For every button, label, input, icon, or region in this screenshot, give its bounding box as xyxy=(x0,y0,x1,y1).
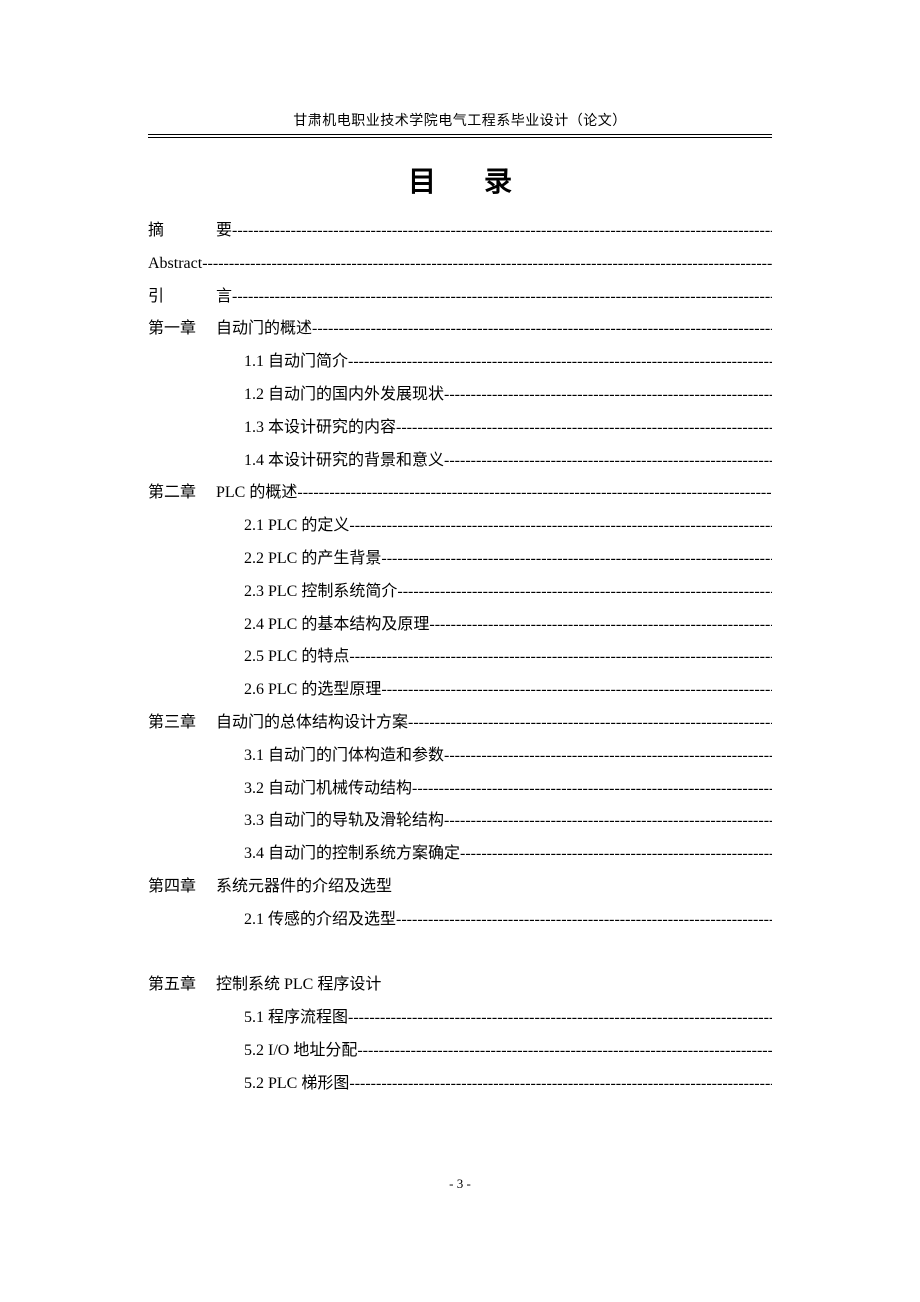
toc-leader: ----------------------------------------… xyxy=(444,379,772,412)
toc-row: 第四章 系统元器件的介绍及选型 xyxy=(148,871,772,904)
toc-leader: ----------------------------------------… xyxy=(297,477,772,510)
toc-list: 摘要--------------------------------------… xyxy=(148,215,772,1101)
toc-leader: ----------------------------------------… xyxy=(408,707,772,740)
toc-row: 3.4 自动门的控制系统方案确定------------------------… xyxy=(148,838,772,871)
toc-row xyxy=(148,937,772,970)
header-rule xyxy=(148,134,772,138)
toc-leader: ----------------------------------------… xyxy=(460,838,772,871)
toc-label: 2.5 PLC 的特点 xyxy=(244,641,349,674)
toc-label: 3.2 自动门机械传动结构 xyxy=(244,773,412,806)
toc-row: 2.3 PLC 控制系统简介--------------------------… xyxy=(148,576,772,609)
toc-label: 第四章 系统元器件的介绍及选型 xyxy=(148,871,392,904)
toc-row: 3.2 自动门机械传动结构---------------------------… xyxy=(148,773,772,806)
toc-row: 5.2 PLC 梯形图-----------------------------… xyxy=(148,1068,772,1101)
toc-leader: ----------------------------------------… xyxy=(348,1002,772,1035)
toc-leader: ----------------------------------------… xyxy=(349,641,772,674)
toc-row: 1.1 自动门简介-------------------------------… xyxy=(148,346,772,379)
toc-leader: ----------------------------------------… xyxy=(444,445,772,478)
toc-leader: ----------------------------------------… xyxy=(232,281,772,314)
toc-row: 引言--------------------------------------… xyxy=(148,281,772,314)
toc-row: 摘要--------------------------------------… xyxy=(148,215,772,248)
toc-label: 2.3 PLC 控制系统简介 xyxy=(244,576,397,609)
toc-label: 1.2 自动门的国内外发展现状 xyxy=(244,379,444,412)
toc-leader: ----------------------------------------… xyxy=(312,313,772,346)
toc-label: 第三章 自动门的总体结构设计方案 xyxy=(148,707,408,740)
toc-label: 引言 xyxy=(148,281,232,314)
toc-row: 第三章 自动门的总体结构设计方案------------------------… xyxy=(148,707,772,740)
toc-label: 5.1 程序流程图 xyxy=(244,1002,348,1035)
toc-label: 5.2 I/O 地址分配 xyxy=(244,1035,357,1068)
toc-row: 1.4 本设计研究的背景和意义-------------------------… xyxy=(148,445,772,478)
toc-leader: ----------------------------------------… xyxy=(349,1068,772,1101)
toc-row: 2.4 PLC 的基本结构及原理------------------------… xyxy=(148,609,772,642)
toc-row: 第二章 PLC 的概述-----------------------------… xyxy=(148,477,772,510)
toc-label: 1.3 本设计研究的内容 xyxy=(244,412,396,445)
toc-leader: ----------------------------------------… xyxy=(444,740,772,773)
toc-label: 5.2 PLC 梯形图 xyxy=(244,1068,349,1101)
toc-leader: ----------------------------------------… xyxy=(412,773,772,806)
toc-label: 2.1 PLC 的定义 xyxy=(244,510,349,543)
toc-label: 2.4 PLC 的基本结构及原理 xyxy=(244,609,429,642)
toc-row: 第五章 控制系统 PLC 程序设计 xyxy=(148,969,772,1002)
toc-label: 2.6 PLC 的选型原理 xyxy=(244,674,381,707)
toc-leader: ----------------------------------------… xyxy=(357,1035,772,1068)
toc-leader: ----------------------------------------… xyxy=(396,904,772,937)
toc-leader: ----------------------------------------… xyxy=(348,346,772,379)
toc-leader: ----------------------------------------… xyxy=(232,215,772,248)
toc-leader: ----------------------------------------… xyxy=(396,412,772,445)
toc-label: 3.1 自动门的门体构造和参数 xyxy=(244,740,444,773)
toc-label: 3.3 自动门的导轨及滑轮结构 xyxy=(244,805,444,838)
toc-leader: ----------------------------------------… xyxy=(381,674,772,707)
toc-leader: ----------------------------------------… xyxy=(397,576,772,609)
toc-row: 5.2 I/O 地址分配----------------------------… xyxy=(148,1035,772,1068)
toc-row: 2.2 PLC 的产生背景---------------------------… xyxy=(148,543,772,576)
toc-label: 第二章 PLC 的概述 xyxy=(148,477,297,510)
toc-label: 2.2 PLC 的产生背景 xyxy=(244,543,381,576)
toc-row: 2.5 PLC 的特点-----------------------------… xyxy=(148,641,772,674)
toc-label: 1.4 本设计研究的背景和意义 xyxy=(244,445,444,478)
toc-label: 第五章 控制系统 PLC 程序设计 xyxy=(148,969,381,1002)
toc-leader: ----------------------------------------… xyxy=(381,543,772,576)
toc-label: 摘要 xyxy=(148,215,232,248)
toc-row: 3.1 自动门的门体构造和参数-------------------------… xyxy=(148,740,772,773)
toc-label: 第一章 自动门的概述 xyxy=(148,313,312,346)
toc-label: 1.1 自动门简介 xyxy=(244,346,348,379)
toc-row: 2.1 传感的介绍及选型----------------------------… xyxy=(148,904,772,937)
toc-leader: ----------------------------------------… xyxy=(349,510,772,543)
page-header: 甘肃机电职业技术学院电气工程系毕业设计（论文） xyxy=(0,0,920,134)
toc-leader: ----------------------------------------… xyxy=(444,805,772,838)
toc-row: Abstract -------------------------------… xyxy=(148,248,772,281)
toc-title: 目录 xyxy=(0,160,920,200)
toc-label: Abstract xyxy=(148,248,202,281)
toc-leader: ----------------------------------------… xyxy=(202,248,772,281)
toc-row: 1.3 本设计研究的内容----------------------------… xyxy=(148,412,772,445)
toc-leader: ----------------------------------------… xyxy=(429,609,772,642)
toc-row: 5.1 程序流程图-------------------------------… xyxy=(148,1002,772,1035)
page-number: - 3 - xyxy=(0,1176,920,1192)
toc-row: 1.2 自动门的国内外发展现状-------------------------… xyxy=(148,379,772,412)
toc-row: 2.1 PLC 的定义-----------------------------… xyxy=(148,510,772,543)
toc-label: 3.4 自动门的控制系统方案确定 xyxy=(244,838,460,871)
toc-row: 第一章 自动门的概述------------------------------… xyxy=(148,313,772,346)
toc-row: 3.3 自动门的导轨及滑轮结构-------------------------… xyxy=(148,805,772,838)
toc-row: 2.6 PLC 的选型原理---------------------------… xyxy=(148,674,772,707)
toc-label: 2.1 传感的介绍及选型 xyxy=(244,904,396,937)
